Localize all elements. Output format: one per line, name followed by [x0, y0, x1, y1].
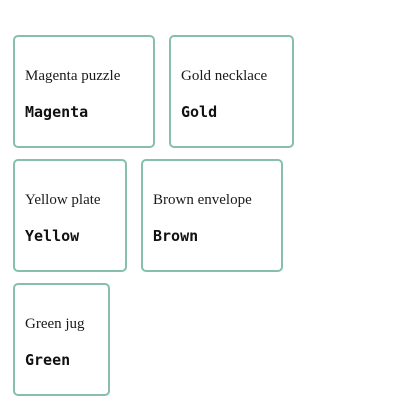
- item-color-code: Gold: [181, 103, 218, 121]
- item-color-code: Yellow: [25, 227, 80, 245]
- item-name: Green jug: [25, 316, 85, 332]
- item-name: Gold necklace: [181, 68, 268, 84]
- item-color-code: Green: [25, 351, 71, 369]
- item-card-brown-envelope[interactable]: Brown envelope Brown: [141, 159, 283, 272]
- item-name: Yellow plate: [25, 192, 101, 208]
- item-card-magenta-puzzle[interactable]: Magenta puzzle Magenta: [13, 35, 155, 148]
- item-name: Magenta puzzle: [25, 68, 121, 84]
- item-color-code: Magenta: [25, 103, 89, 121]
- item-name: Brown envelope: [153, 192, 252, 208]
- item-card-gold-necklace[interactable]: Gold necklace Gold: [169, 35, 294, 148]
- item-color-code: Brown: [153, 227, 199, 245]
- item-card-yellow-plate[interactable]: Yellow plate Yellow: [13, 159, 127, 272]
- item-card-green-jug[interactable]: Green jug Green: [13, 283, 110, 396]
